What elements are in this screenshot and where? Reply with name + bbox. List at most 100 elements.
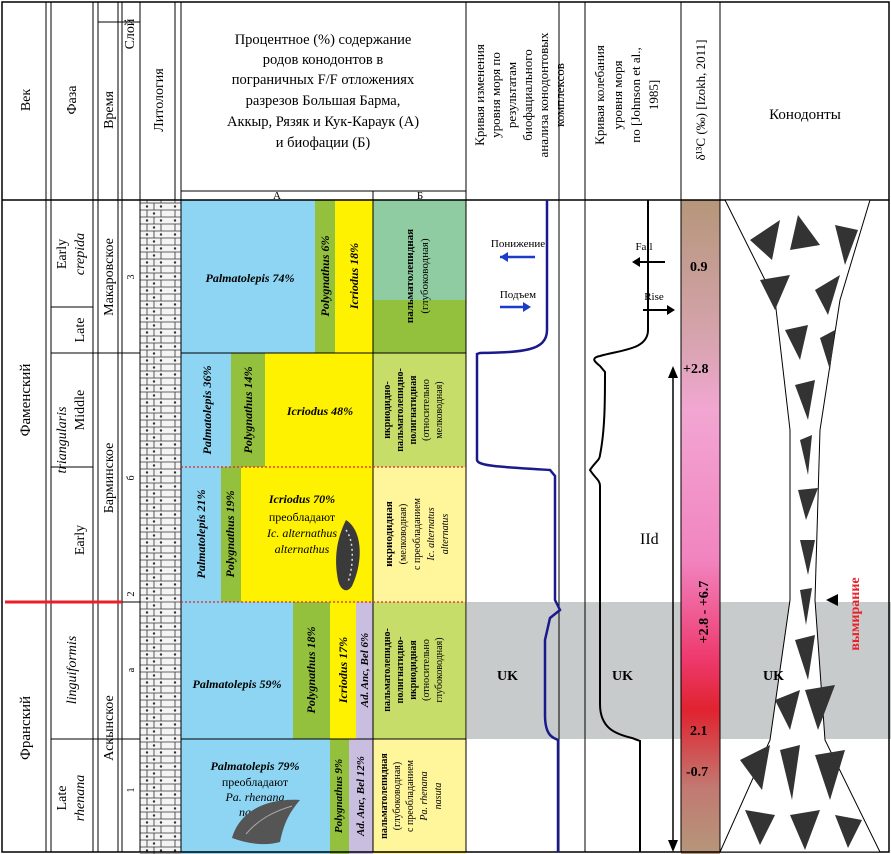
sea-level-johnson: Fall Rise UK IId xyxy=(588,200,678,852)
svg-text:-0.7: -0.7 xyxy=(686,765,708,780)
svg-text:Icriodus 18%: Icriodus 18% xyxy=(347,243,361,310)
header-age: Век xyxy=(19,89,34,112)
svg-text:и биофации (Б): и биофации (Б) xyxy=(276,135,371,151)
svg-text:Pa. rhenana: Pa. rhenana xyxy=(419,771,430,821)
svg-text:+2.8: +2.8 xyxy=(683,362,708,377)
svg-text:UK: UK xyxy=(612,669,633,684)
svg-text:UK: UK xyxy=(497,669,518,684)
svg-text:б: б xyxy=(126,475,137,480)
svg-text:с преобладанием: с преобладанием xyxy=(412,497,423,570)
svg-text:а: а xyxy=(126,667,137,672)
svg-text:Кривая изменения: Кривая изменения xyxy=(472,44,487,146)
svg-text:Early: Early xyxy=(73,525,88,555)
svg-text:triangularis: triangularis xyxy=(55,406,70,473)
header-conodonts: Конодонты xyxy=(769,107,841,123)
phase-labels: Early crepida Late Middle Early triangul… xyxy=(55,233,88,821)
svg-text:(относительно: (относительно xyxy=(421,379,432,441)
svg-text:пальматолепидно-: пальматолепидно- xyxy=(395,368,406,452)
svg-text:1: 1 xyxy=(126,788,137,793)
svg-text:Palmatolepis 59%: Palmatolepis 59% xyxy=(193,677,282,691)
svg-text:Early: Early xyxy=(55,239,70,269)
svg-text:Polygnathus 18%: Polygnathus 18% xyxy=(304,626,318,713)
svg-text:alternathus: alternathus xyxy=(275,542,330,556)
header-sea-bio: Кривая изменения уровня моря по результа… xyxy=(472,32,567,157)
zone-5: Palmatolepis 79% преобладают Pa. rhenana… xyxy=(211,753,445,839)
svg-text:Palmatolepis 21%: Palmatolepis 21% xyxy=(194,490,208,579)
svg-text:с преобладанием: с преобладанием xyxy=(405,759,416,832)
svg-text:Rise: Rise xyxy=(644,291,664,303)
svg-text:IId: IId xyxy=(640,531,659,548)
svg-text:nasuta: nasuta xyxy=(433,783,444,810)
svg-text:икриодидная: икриодидная xyxy=(383,501,395,567)
icriodus-fossil-image xyxy=(336,520,360,591)
svg-text:Icriodus 17%: Icriodus 17% xyxy=(336,637,350,704)
sea-level-bio: Понижение Подъем UK xyxy=(475,200,562,852)
svg-text:Polygnathus 9%: Polygnathus 9% xyxy=(333,759,345,833)
svg-text:уровня моря по: уровня моря по xyxy=(488,52,503,138)
svg-text:икриодидно-: икриодидно- xyxy=(382,381,393,439)
svg-text:пальматолепидная: пальматолепидная xyxy=(379,753,390,839)
header-sea-johnson: Кривая колебания уровня моря по [Johnson… xyxy=(592,45,661,145)
svg-text:0.9: 0.9 xyxy=(690,260,708,275)
svg-text:3: 3 xyxy=(126,275,137,280)
svg-text:Polygnathus 6%: Polygnathus 6% xyxy=(318,235,332,316)
svg-text:Icriodus 48%: Icriodus 48% xyxy=(286,404,353,418)
svg-text:2.1: 2.1 xyxy=(690,724,708,739)
svg-text:Pa. rhenana: Pa. rhenana xyxy=(224,790,284,804)
zone-2: Palmatolepis 36% Polygnathus 14% Icriodu… xyxy=(200,366,445,455)
svg-text:уровня моря: уровня моря xyxy=(610,60,625,129)
svg-text:пограничных F/F отложениях: пограничных F/F отложениях xyxy=(232,72,415,88)
svg-text:вымирание: вымирание xyxy=(848,577,863,650)
sub-header-a: А xyxy=(273,190,281,202)
svg-text:2: 2 xyxy=(126,592,137,597)
zone-dividers xyxy=(181,466,466,603)
layer-labels: 3 б 2 а 1 xyxy=(126,275,137,793)
header-layer: Слой xyxy=(123,18,138,49)
svg-text:Ad. Anc, Bel 12%: Ad. Anc, Bel 12% xyxy=(355,756,367,837)
svg-text:полигнатидно-: полигнатидно- xyxy=(395,637,406,704)
svg-text:Polygnathus 14%: Polygnathus 14% xyxy=(241,366,255,453)
header-time: Время xyxy=(102,91,117,129)
svg-text:crepida: crepida xyxy=(73,233,88,275)
svg-text:+2.8 - +6.7: +2.8 - +6.7 xyxy=(697,581,712,644)
svg-text:Аскынское: Аскынское xyxy=(102,695,117,760)
age-famennian: Фаменский xyxy=(18,364,34,437)
svg-text:комплексов: комплексов xyxy=(552,63,567,127)
age-frasnian: Франский xyxy=(18,696,34,760)
svg-text:Late: Late xyxy=(55,786,70,811)
header-phase: Фаза xyxy=(65,85,80,115)
sub-header-b: Б xyxy=(417,190,423,202)
svg-text:преобладают: преобладают xyxy=(222,775,289,789)
zone-4: Palmatolepis 59% Polygnathus 18% Icriodu… xyxy=(193,626,446,713)
svg-text:(глубоководная): (глубоководная) xyxy=(419,238,431,314)
svg-text:rhenana: rhenana xyxy=(73,775,88,821)
svg-text:Кривая колебания: Кривая колебания xyxy=(592,45,607,145)
svg-text:результатам: результатам xyxy=(504,62,519,128)
svg-text:анализа конодонтовых: анализа конодонтовых xyxy=(536,32,551,157)
svg-text:Барминское: Барминское xyxy=(102,443,117,514)
svg-text:родов конодонтов в: родов конодонтов в xyxy=(263,52,384,68)
svg-text:Palmatolepis 36%: Palmatolepis 36% xyxy=(200,366,214,455)
svg-text:глубоководная): глубоководная) xyxy=(434,637,445,702)
svg-text:Ic. alternathus: Ic. alternathus xyxy=(266,526,337,540)
svg-text:Fall: Fall xyxy=(635,241,652,253)
svg-text:Polygnathus 19%: Polygnathus 19% xyxy=(223,490,237,577)
zone-fills xyxy=(181,200,466,854)
svg-text:пальматолепидная: пальматолепидная xyxy=(404,229,416,323)
svg-text:Late: Late xyxy=(73,318,88,343)
palmatolepis-fossil-image xyxy=(232,799,300,845)
svg-text:linguiformis: linguiformis xyxy=(65,635,80,704)
svg-text:по [Johnson et al.,: по [Johnson et al., xyxy=(628,47,643,142)
svg-text:(относительно: (относительно xyxy=(421,639,432,701)
svg-text:Palmatolepis 79%: Palmatolepis 79% xyxy=(211,759,300,773)
svg-text:мелководная): мелководная) xyxy=(434,381,445,438)
svg-text:икриодидная: икриодидная xyxy=(408,640,419,700)
header-isotope: δ¹³C (‰) [Izokh, 2011] xyxy=(693,39,708,160)
time-labels: Макаровское Барминское Аскынское xyxy=(102,238,117,761)
svg-text:Ad. Anc, Bel 6%: Ad. Anc, Bel 6% xyxy=(359,633,371,708)
isotope-values: 0.9 +2.8 +2.8 - +6.7 2.1 -0.7 xyxy=(683,260,712,780)
zone-1: Palmatolepis 74% Polygnathus 6% Icriodus… xyxy=(206,229,432,323)
svg-text:биофациального: биофациального xyxy=(520,49,535,140)
